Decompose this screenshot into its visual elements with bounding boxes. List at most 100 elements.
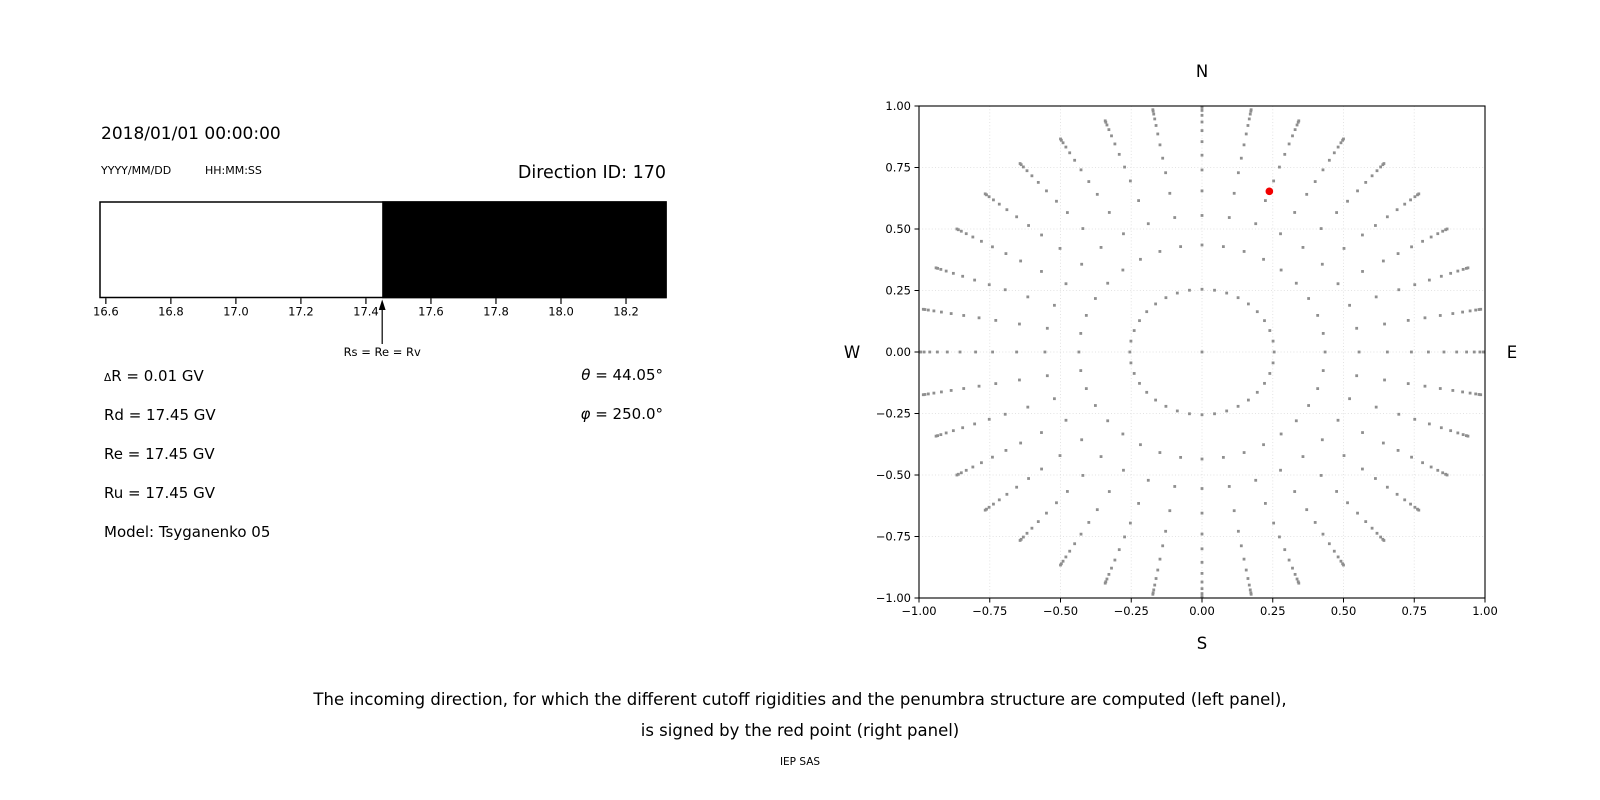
direction-dot bbox=[1242, 250, 1246, 253]
direction-dot bbox=[1293, 211, 1297, 214]
direction-dot bbox=[934, 266, 938, 270]
direction-dot bbox=[1272, 179, 1276, 183]
direction-dot bbox=[1003, 288, 1007, 292]
x-tick-label: 1.00 bbox=[1472, 604, 1498, 618]
direction-dot bbox=[1152, 112, 1156, 116]
direction-dot bbox=[1154, 577, 1158, 580]
direction-dot bbox=[1164, 404, 1168, 408]
direction-dot bbox=[1059, 563, 1062, 567]
direction-dot bbox=[977, 384, 981, 388]
direction-dot bbox=[1113, 142, 1117, 146]
direction-dot bbox=[1406, 382, 1410, 386]
direction-dot bbox=[928, 350, 932, 354]
direction-dot bbox=[1429, 465, 1433, 469]
direction-dot bbox=[992, 198, 995, 202]
direction-dot bbox=[1081, 227, 1085, 230]
direction-dot bbox=[1154, 124, 1158, 127]
direction-dot bbox=[1053, 397, 1056, 401]
direction-dot bbox=[1030, 174, 1034, 178]
direction-dot bbox=[1248, 588, 1252, 592]
direction-dot bbox=[1385, 350, 1389, 354]
direction-dot bbox=[1151, 592, 1155, 596]
direction-dot bbox=[1123, 535, 1126, 539]
direction-dot bbox=[1173, 216, 1177, 219]
direction-dot bbox=[1200, 547, 1204, 551]
direction-dot bbox=[1307, 297, 1311, 300]
direction-dot bbox=[1305, 192, 1309, 196]
direction-dot bbox=[1397, 412, 1401, 416]
x-tick-label: −0.50 bbox=[1043, 604, 1078, 618]
direction-dot bbox=[1061, 141, 1065, 145]
direction-dot bbox=[1379, 165, 1383, 169]
direction-dot bbox=[1138, 381, 1141, 385]
direction-dot bbox=[1179, 245, 1183, 249]
direction-dot bbox=[1221, 455, 1225, 459]
direction-dot bbox=[1381, 259, 1385, 263]
direction-dot bbox=[1065, 490, 1069, 493]
direction-dot bbox=[1244, 132, 1248, 136]
direction-dot bbox=[1132, 329, 1136, 332]
direction-dot bbox=[1278, 535, 1281, 539]
direction-dot bbox=[1107, 572, 1111, 576]
direction-dot bbox=[1087, 521, 1091, 524]
direction-dot bbox=[1053, 303, 1056, 307]
direction-dot bbox=[936, 434, 940, 438]
direction-dot bbox=[1132, 372, 1136, 375]
direction-dot bbox=[1348, 303, 1351, 307]
direction-dot bbox=[1441, 229, 1445, 233]
direction-dot bbox=[1055, 199, 1058, 203]
direction-dot bbox=[971, 235, 975, 239]
direction-dot bbox=[1021, 165, 1025, 169]
direction-dot bbox=[949, 312, 953, 315]
direction-dot bbox=[983, 508, 987, 512]
x-tick-label: 0.50 bbox=[1331, 604, 1357, 618]
direction-dot bbox=[1084, 314, 1088, 317]
direction-dot bbox=[1110, 134, 1113, 138]
direction-dot bbox=[1271, 339, 1275, 343]
direction-dot bbox=[1188, 412, 1191, 416]
direction-dot bbox=[1383, 322, 1386, 326]
direction-dot bbox=[1313, 521, 1317, 524]
direction-dot bbox=[1291, 134, 1294, 138]
penumbra-tick-label: 18.2 bbox=[613, 304, 639, 318]
direction-dot bbox=[1158, 250, 1162, 253]
direction-dot bbox=[1375, 169, 1379, 173]
direction-dot bbox=[1145, 310, 1149, 314]
direction-dot bbox=[1327, 542, 1331, 546]
compass-north-label: N bbox=[1195, 62, 1209, 81]
direction-dot bbox=[1200, 592, 1204, 595]
direction-dot bbox=[958, 350, 962, 354]
y-tick-label: 0.25 bbox=[885, 284, 911, 298]
direction-dot bbox=[934, 434, 938, 438]
direction-dot bbox=[1374, 405, 1378, 409]
direction-dot bbox=[1068, 549, 1072, 553]
direction-dot bbox=[1213, 412, 1216, 416]
rd-value: Rd = 17.45 GV bbox=[104, 406, 216, 424]
direction-dot bbox=[1481, 350, 1485, 354]
x-tick-label: 0.00 bbox=[1189, 604, 1215, 618]
direction-dot bbox=[1164, 296, 1168, 300]
direction-dot bbox=[1321, 369, 1325, 372]
direction-dot bbox=[1200, 243, 1204, 247]
direction-dot bbox=[961, 274, 965, 278]
direction-dot bbox=[1168, 191, 1172, 195]
direction-dot bbox=[1128, 179, 1132, 183]
direction-dot bbox=[1409, 198, 1412, 202]
direction-dot bbox=[1025, 531, 1029, 535]
direction-dot bbox=[1246, 124, 1250, 127]
direction-dot bbox=[1106, 281, 1110, 285]
direction-dot bbox=[1356, 189, 1359, 193]
direction-dot bbox=[1320, 438, 1324, 442]
direction-dot bbox=[1397, 288, 1401, 292]
phi-symbol: φ bbox=[580, 405, 591, 423]
direction-dot bbox=[1477, 308, 1481, 311]
direction-dot bbox=[1139, 443, 1142, 447]
direction-dot bbox=[1093, 404, 1097, 407]
phi-text: = 250.0° bbox=[590, 405, 663, 423]
direction-dot bbox=[1278, 165, 1281, 169]
direction-dot bbox=[1319, 227, 1323, 230]
direction-dot bbox=[1026, 405, 1030, 409]
penumbra-tick-label: 16.8 bbox=[158, 304, 184, 318]
direction-dot bbox=[1248, 112, 1252, 116]
